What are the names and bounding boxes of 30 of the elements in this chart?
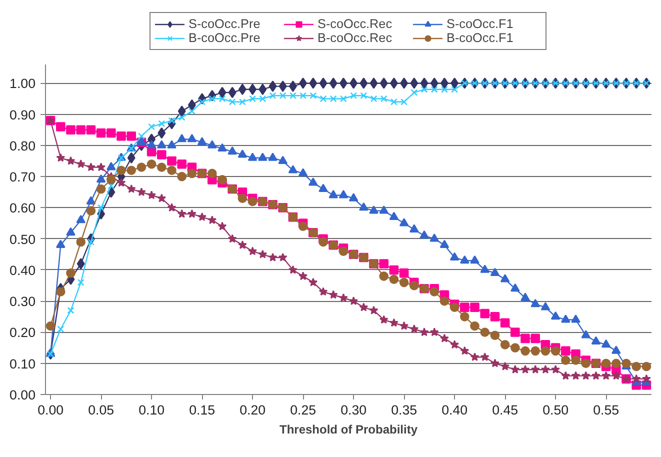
x-tick-label: 0.25 [290, 402, 316, 418]
y-tick-label: 0.00 [10, 388, 36, 402]
x-tick-label: 0.40 [442, 402, 468, 418]
y-tick-label: 0.80 [10, 138, 36, 154]
x-axis-title: Threshold of Probability [279, 422, 418, 436]
x-tick-label: 0.50 [542, 402, 569, 418]
x-tick-label: 0.00 [38, 402, 64, 418]
y-tick-label: 0.30 [10, 294, 36, 310]
y-tick-label: 0.40 [10, 262, 36, 278]
legend-label: S-coOcc.F1 [446, 17, 514, 31]
x-tick-label: 0.05 [88, 402, 114, 418]
y-tick-label: 0.90 [10, 107, 36, 122]
y-tick-label: 0.50 [10, 232, 36, 247]
legend-label: B-coOcc.Rec [318, 31, 394, 45]
legend-label: S-coOcc.Pre [188, 17, 262, 31]
x-tick-label: 0.15 [189, 402, 216, 418]
legend-label: B-coOcc.F1 [446, 31, 514, 45]
x-tick-label: 0.45 [492, 402, 518, 418]
y-tick-label: 0.10 [10, 356, 36, 372]
y-tick-label: 0.20 [10, 325, 36, 340]
x-tick-label: 0.55 [593, 402, 620, 418]
x-tick-label: 0.20 [240, 402, 266, 418]
legend-label: S-coOcc.Rec [318, 17, 394, 31]
y-tick-label: 0.60 [10, 200, 36, 216]
y-tick-label: 1.00 [10, 76, 36, 92]
legend-label: B-coOcc.Pre [188, 31, 262, 45]
x-tick-label: 0.30 [340, 402, 367, 418]
x-tick-label: 0.35 [391, 402, 418, 418]
y-tick-label: 0.70 [10, 170, 36, 185]
x-tick-label: 0.10 [138, 402, 165, 418]
